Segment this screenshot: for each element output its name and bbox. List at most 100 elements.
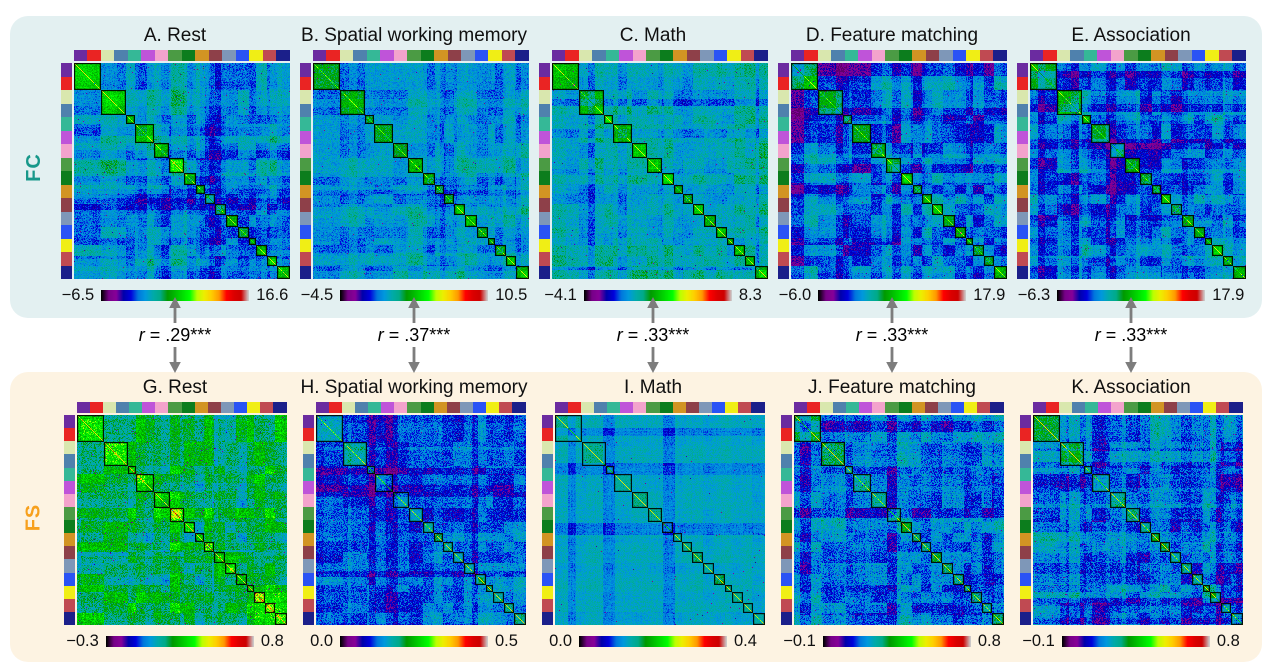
panel-i-math: I. Math 0.0 0.4 [536,372,770,662]
correlation-connector: r = .37*** [339,297,489,375]
arrow-down-icon [408,347,420,373]
panel-g-rest: G. Rest −0.3 0.8 [58,372,292,662]
colorbar-min-label: 0.0 [549,631,572,650]
colorbar-max-label: 0.8 [1216,631,1240,650]
network-strip-top [554,402,765,413]
matrix-corner [1020,402,1031,413]
colorbar-max-label: 0.4 [734,631,757,650]
panel-title: C. Math [619,25,687,46]
heatmap-canvas [793,415,1004,625]
colorbar-row: −4.1 8.3 [544,283,762,307]
colorbar [1057,289,1206,301]
connectivity-matrix [299,50,529,279]
matrix-corner [303,402,314,413]
similarity-matrix [63,402,287,625]
panel-title: G. Rest [142,377,208,398]
similarity-matrix [1019,402,1243,625]
matrix-corner [539,50,550,61]
matrix-corner [61,50,72,61]
colorbar-max-label: 16.6 [256,285,289,304]
network-strip-left [538,63,550,279]
colorbar-max-label: 17.9 [973,285,1006,304]
network-strip-top [793,402,1004,413]
panel-title: D. Feature matching [805,25,979,46]
fs-label-text: FS [22,503,45,531]
colorbar-min-label: −4.1 [544,285,577,304]
colorbar-min-label: −6.0 [778,285,812,304]
panel-j-feature-matching: J. Feature matching −0.1 0.8 [775,372,1009,662]
network-strip-top [315,402,526,413]
matrix-corner [1017,50,1028,61]
similarity-matrix [302,402,526,625]
connectivity-matrix [60,50,290,279]
arrow-down-icon [886,347,898,373]
matrix-corner [542,402,553,413]
correlation-connector: r = .33*** [817,297,967,375]
arrow-down-icon [647,347,659,373]
correlation-connector: r = .33*** [1056,297,1206,375]
correlation-text: r = .37*** [377,325,451,345]
panel-title: B. Spatial working memory [301,25,527,46]
matrix-corner [64,402,75,413]
network-strip-top [76,402,287,413]
panel-c-math: C. Math −4.1 8.3 [536,16,770,318]
fc-band-label: FC [14,16,54,318]
colorbar [105,635,254,647]
heatmap-canvas [1032,415,1243,625]
similarity-matrix [541,402,765,625]
panel-title: K. Association [1071,377,1191,398]
panel-d-feature-matching: D. Feature matching −6.0 17.9 [775,16,1009,318]
network-strip-left [780,415,792,625]
colorbar-row: −0.1 0.8 [783,629,1001,653]
colorbar [818,289,967,301]
panel-title: J. Feature matching [808,377,976,398]
network-strip-left [541,415,553,625]
heatmap-canvas [73,63,290,279]
correlation-text: r = .33*** [855,325,929,345]
network-strip-top [790,50,1007,61]
colorbar-row: −4.5 10.5 [301,283,528,307]
connectivity-matrix [538,50,768,279]
colorbar-row: −6.0 17.9 [779,283,1006,307]
fs-band-label: FS [14,372,54,662]
panel-e-association: E. Association −6.3 17.9 [1014,16,1248,318]
matrix-corner [781,402,792,413]
colorbar-row: 0.0 0.5 [310,629,518,653]
panel-b-spatial-working-memory: B. Spatial working memory −4.5 10.5 [297,16,531,318]
colorbar-row: −0.1 0.8 [1022,629,1240,653]
panel-title: A. Rest [143,25,207,46]
colorbar-min-label: −6.3 [1017,285,1051,304]
network-strip-top [312,50,529,61]
colorbar-min-label: −4.5 [300,285,334,304]
colorbar-max-label: 10.5 [495,285,528,304]
network-strip-top [551,50,768,61]
arrow-up-icon [886,297,898,323]
colorbar-max-label: 0.8 [977,631,1001,650]
fs-panels-row: G. Rest −0.3 0.8 H. Spatial working memo… [54,372,1252,662]
arrow-down-icon [169,347,181,373]
colorbar [101,289,250,301]
panel-title: H. Spatial working memory [300,377,528,398]
network-strip-left [777,63,789,279]
arrow-up-icon [408,297,420,323]
correlation-text: r = .29*** [138,325,212,345]
colorbar [822,635,971,647]
colorbar-min-label: −0.1 [783,631,816,650]
arrow-up-icon [1125,297,1137,323]
colorbar-max-label: 8.3 [738,285,762,304]
heatmap-canvas [551,63,768,279]
colorbar-max-label: 17.9 [1212,285,1245,304]
heatmap-canvas [312,63,529,279]
network-strip-left [302,415,314,625]
matrix-corner [778,50,789,61]
heatmap-canvas [76,415,287,625]
network-strip-top [1029,50,1246,61]
colorbar [1061,635,1210,647]
network-strip-top [1032,402,1243,413]
connectivity-matrix [777,50,1007,279]
colorbar-max-label: 0.8 [260,631,284,650]
heatmap-canvas [315,415,526,625]
network-strip-left [1019,415,1031,625]
panel-h-spatial-working-memory: H. Spatial working memory 0.0 0.5 [297,372,531,662]
